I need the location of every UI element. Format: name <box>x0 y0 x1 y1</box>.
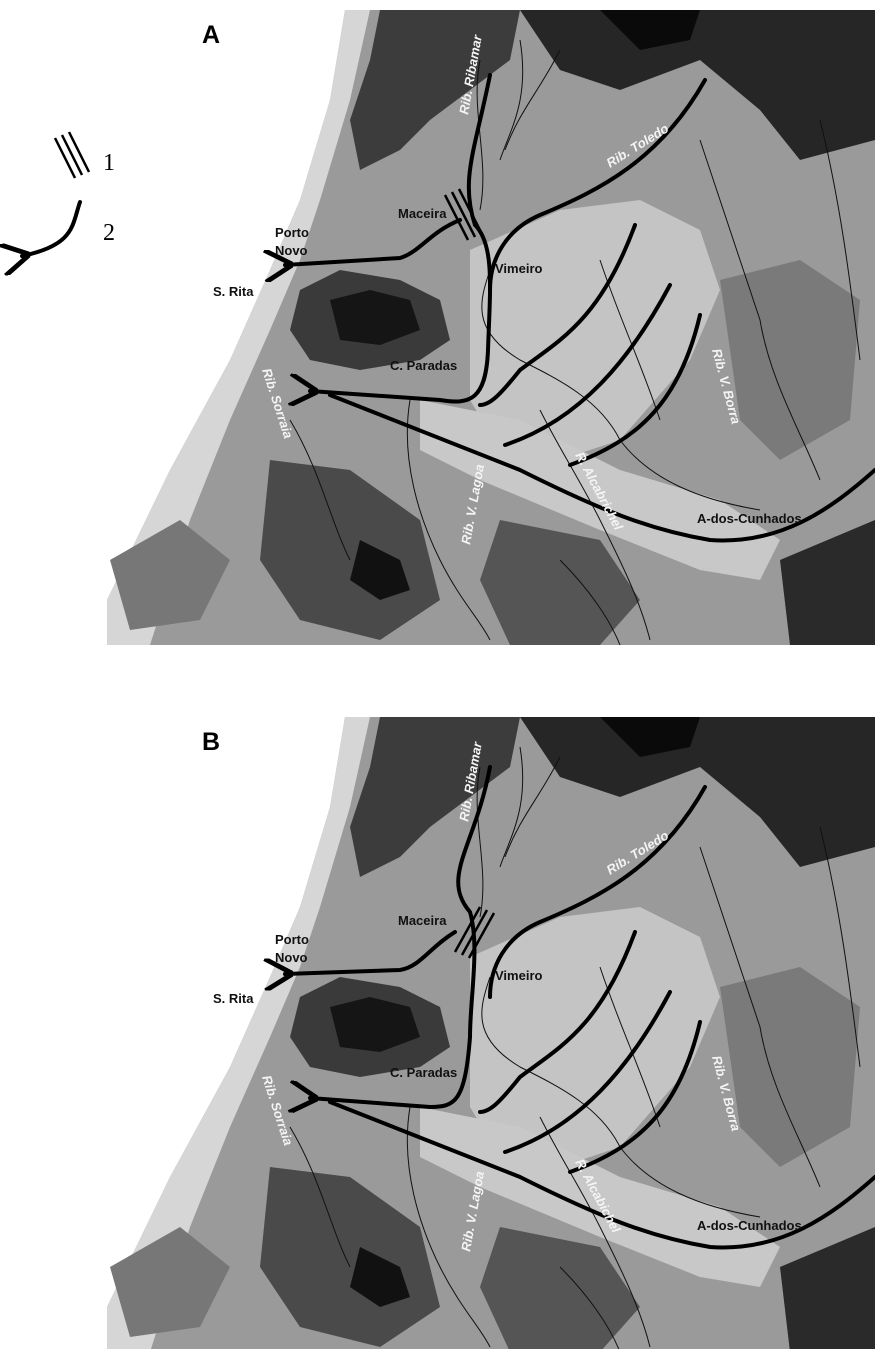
place-name: Maceira <box>398 206 447 221</box>
legend-label: 2 <box>103 220 115 246</box>
hiatus-line <box>467 912 496 959</box>
place-name: Vimeiro <box>495 968 543 983</box>
paleo-drainage <box>328 393 875 543</box>
terrain <box>107 10 875 645</box>
paleo-drainage-arrow <box>285 930 457 974</box>
paleo-drainage-arrow <box>310 73 493 402</box>
place-name: A-dos-Cunhados <box>697 1218 802 1233</box>
place-name: Maceira <box>398 913 447 928</box>
hiatus-line <box>460 909 489 956</box>
legend: 1 2 <box>22 131 115 256</box>
paleo-drainage <box>328 1100 875 1250</box>
place-name: Novo <box>275 243 308 258</box>
hiatus-line <box>457 188 484 235</box>
hiatus-line <box>443 194 470 241</box>
place-name: Porto <box>275 932 309 947</box>
paleo-drainage <box>478 223 637 407</box>
legend-label: 1 <box>103 150 115 176</box>
hiatus-symbol <box>443 188 484 241</box>
place-name: C. Paradas <box>390 1065 457 1080</box>
place-name: A-dos-Cunhados <box>697 511 802 526</box>
panel-label: B <box>202 728 220 756</box>
paleo-drainage <box>478 930 637 1114</box>
paleo-drainage <box>568 313 702 467</box>
terrain <box>107 717 875 1349</box>
paleo-drainage <box>503 990 672 1154</box>
hiatus-line <box>450 191 477 238</box>
paleo-drainage <box>488 78 707 292</box>
place-name: Vimeiro <box>495 261 543 276</box>
place-name: C. Paradas <box>390 358 457 373</box>
place-name: S. Rita <box>213 991 254 1006</box>
paleo-drainage <box>503 283 672 447</box>
hiatus-line <box>453 906 482 953</box>
legend-symbol-arrow <box>22 200 82 256</box>
panel-label: A <box>202 21 220 49</box>
paleo-drainage-arrow <box>285 218 462 265</box>
paleo-drainage <box>568 1020 702 1174</box>
paleo-drainage-arrow <box>310 765 492 1107</box>
legend-symbol-hiatus <box>53 131 91 179</box>
place-name: Porto <box>275 225 309 240</box>
paleo-drainage <box>488 785 707 999</box>
place-name: S. Rita <box>213 284 254 299</box>
place-name: Novo <box>275 950 308 965</box>
hiatus-symbol <box>453 906 496 959</box>
